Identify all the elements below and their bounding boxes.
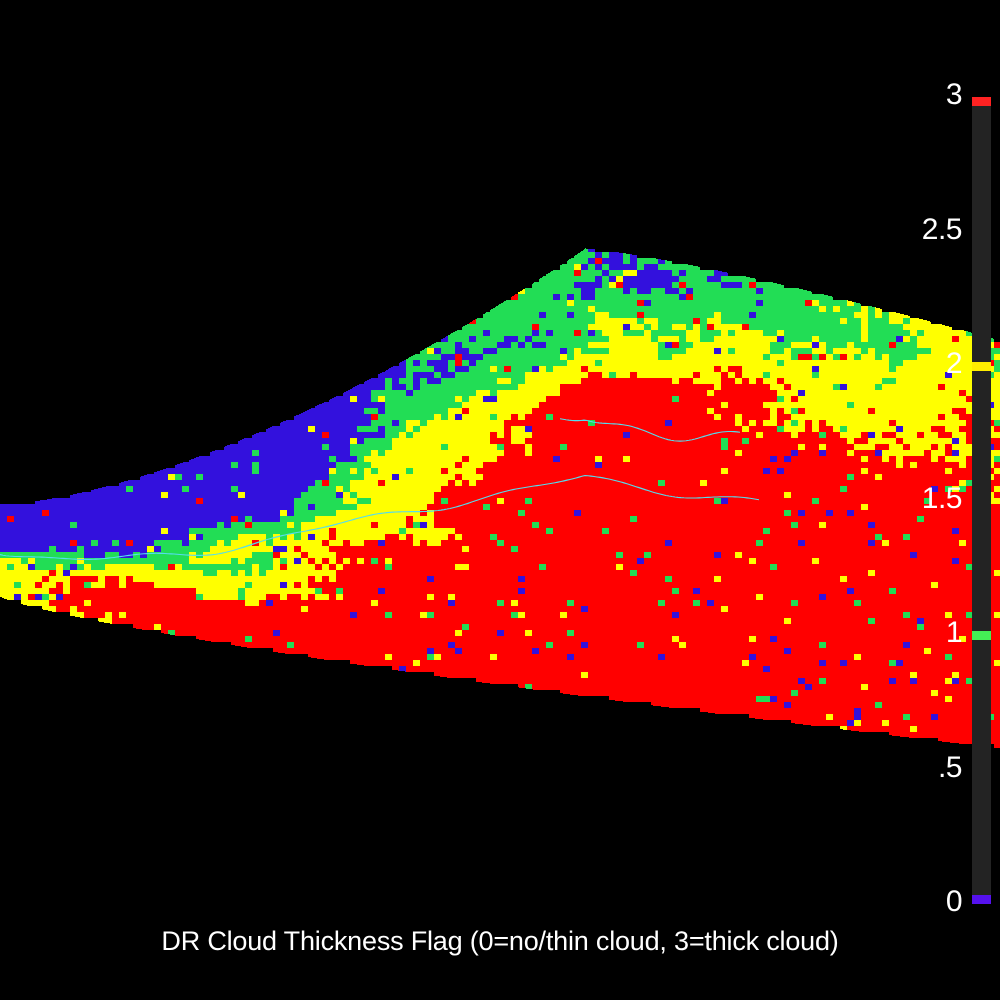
colorbar-label-1p5: 1.5 [921,481,963,515]
colorbar-tick-1 [972,630,991,640]
colorbar-label-1: 1 [945,616,963,649]
colorbar-label-0: 0 [945,885,963,918]
colorbar-label-p5: .5 [937,750,963,784]
colorbar-tick-0 [972,895,991,904]
colorbar-label-2: 2 [945,347,963,380]
colorbar-tick-3 [972,97,991,106]
colorbar-tick-2 [972,361,991,371]
colorbar-label-3: 3 [945,78,963,111]
colorbar-label-2p5: 2.5 [921,212,963,246]
page-title: DR Cloud Thickness Flag (0=no/thin cloud… [161,926,839,956]
colorbar-track [972,97,991,904]
